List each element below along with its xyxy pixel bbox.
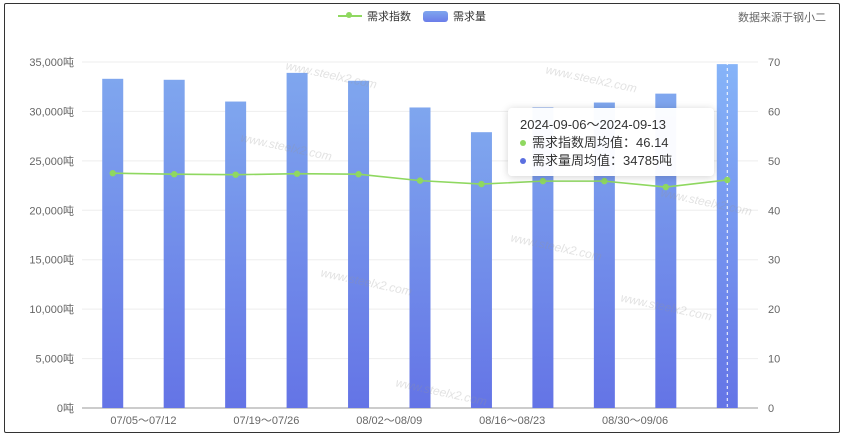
y-right-tick-label: 10 xyxy=(768,354,780,366)
legend-label-demand: 需求量 xyxy=(453,11,486,23)
index-point xyxy=(170,171,178,178)
x-tick-label: 08/30～09/06 xyxy=(602,415,668,427)
index-point xyxy=(539,177,547,185)
y-left-tick-label: 20,000吨 xyxy=(29,204,74,217)
index-point xyxy=(232,171,239,178)
y-right-tick-label: 70 xyxy=(768,57,780,69)
tooltip-row-demand: 需求量周均值：34785吨 xyxy=(520,152,702,170)
y-right-tick-label: 20 xyxy=(768,304,780,316)
tooltip-index-text: 需求指数周均值：46.14 xyxy=(532,135,669,150)
x-tick-label: 07/19～07/26 xyxy=(233,415,299,427)
bar xyxy=(102,78,124,408)
tooltip-index-dot-icon xyxy=(520,140,526,146)
y-left-tick-label: 0吨 xyxy=(57,402,74,415)
tooltip-demand-dot-icon xyxy=(520,158,526,164)
y-left-tick-label: 30,000吨 xyxy=(29,105,74,118)
y-left-tick-label: 5,000吨 xyxy=(35,353,74,366)
legend-item-index[interactable]: 需求指数 xyxy=(338,8,411,24)
legend: 需求指数 需求量 xyxy=(338,8,498,24)
index-point xyxy=(662,183,670,191)
index-point xyxy=(109,170,116,177)
legend-item-demand[interactable]: 需求量 xyxy=(423,8,486,24)
legend-bar-marker-icon xyxy=(423,10,448,22)
tooltip-row-index: 需求指数周均值：46.14 xyxy=(520,134,702,152)
y-right-tick-label: 0 xyxy=(768,403,774,415)
y-left-tick-label: 35,000吨 xyxy=(29,56,74,69)
tooltip-title: 2024-09-06～2024-09-13 xyxy=(520,117,666,132)
y-right-tick-label: 30 xyxy=(768,255,780,267)
index-point xyxy=(601,177,608,185)
x-tick-label: 08/02～08/09 xyxy=(356,415,422,427)
bar xyxy=(470,132,492,408)
tooltip-demand-text: 需求量周均值：34785吨 xyxy=(532,153,673,168)
y-left-tick-label: 15,000吨 xyxy=(29,254,74,267)
legend-label-index: 需求指数 xyxy=(367,11,411,23)
index-point xyxy=(355,171,362,178)
y-left-tick-label: 10,000吨 xyxy=(29,303,74,316)
bar xyxy=(409,107,431,408)
bar xyxy=(593,102,615,408)
index-point xyxy=(416,177,424,184)
y-right-tick-label: 60 xyxy=(768,106,780,118)
source-note: 数据来源于钢小二 xyxy=(738,12,826,24)
y-right-tick-label: 50 xyxy=(768,156,780,168)
legend-line-marker-icon xyxy=(338,12,362,18)
y-left-tick-label: 25,000吨 xyxy=(29,155,74,168)
bar xyxy=(163,79,185,409)
bar xyxy=(532,107,554,408)
index-point xyxy=(293,170,301,177)
bar xyxy=(348,80,370,408)
index-point xyxy=(724,176,731,184)
y-right-tick-label: 40 xyxy=(768,205,780,217)
tooltip: 2024-09-06～2024-09-13 需求指数周均值：46.14 需求量周… xyxy=(508,108,714,176)
x-tick-label: 08/16～08/23 xyxy=(479,415,545,427)
bar xyxy=(225,101,247,409)
x-tick-label: 07/05～07/12 xyxy=(110,415,176,427)
bar xyxy=(286,72,308,409)
index-point xyxy=(478,180,485,188)
